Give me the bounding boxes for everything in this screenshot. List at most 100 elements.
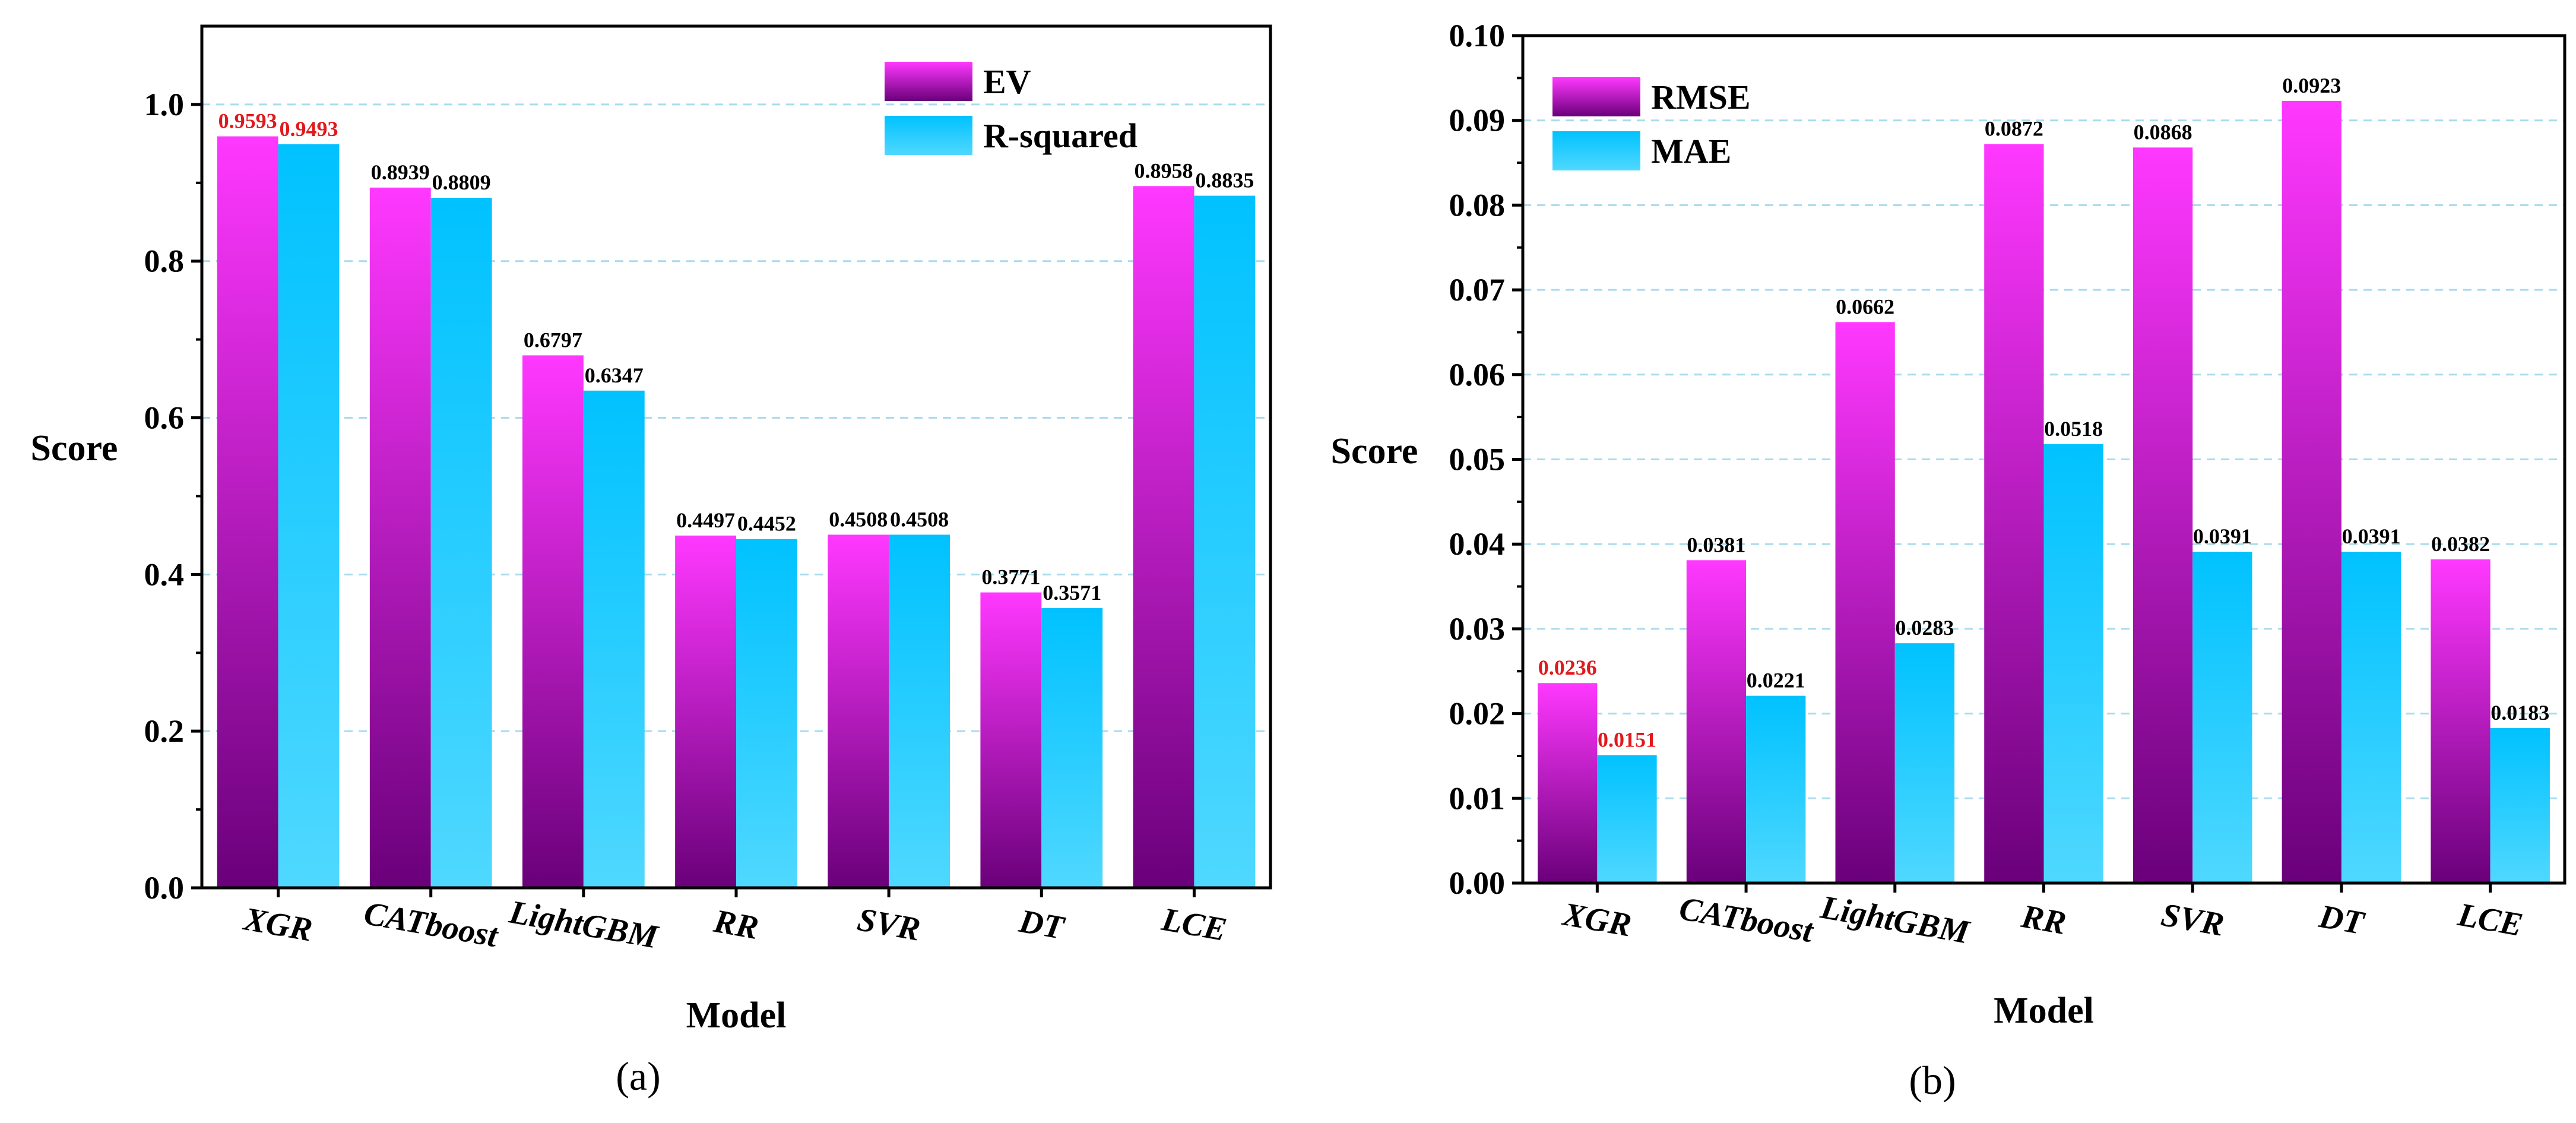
bar-mae-svr: [2192, 552, 2252, 883]
bar-rmse-svr: [2133, 147, 2193, 883]
legend-label: R-squared: [983, 116, 1138, 155]
y-axis-title: Score: [31, 428, 118, 469]
value-label: 0.3771: [981, 565, 1040, 589]
value-label: 0.4508: [829, 507, 888, 531]
y-axis-title: Score: [1331, 431, 1418, 472]
x-tick-label: LightGBM: [506, 893, 661, 956]
bar-rmse-catboost: [1686, 560, 1747, 883]
y-tick-label: 0.03: [1449, 611, 1506, 647]
panel-label: (b): [1909, 1058, 1956, 1103]
chart-panel-b: 0.0236 0.0381 0.0662 0.0872 0.0868 0.0923 0.03…: [1331, 18, 2567, 1103]
value-label: 0.4508: [890, 507, 949, 531]
x-tick-label: XGR: [1559, 896, 1634, 944]
bar-r-squared-lce: [1194, 195, 1256, 888]
x-axis-title: Model: [686, 995, 787, 1036]
bar-r-squared-svr: [889, 534, 950, 888]
bar-ev-dt: [980, 592, 1042, 888]
legend-label: MAE: [1651, 132, 1731, 170]
bar-ev-lce: [1133, 186, 1194, 888]
value-label: 0.0868: [2134, 120, 2192, 144]
y-tick-label: 0.01: [1449, 780, 1506, 816]
bar-mae-lightgbm: [1894, 643, 1955, 883]
bar-ev-xgr: [217, 136, 278, 888]
x-tick-label: CATboost: [1677, 890, 1817, 950]
x-tick-label: SVR: [2159, 896, 2227, 943]
value-label: 0.0872: [1985, 117, 2043, 141]
y-tick-label: 0.0: [144, 870, 185, 906]
y-tick-label: 0.10: [1449, 18, 1506, 53]
y-tick-label: 0.06: [1449, 357, 1506, 393]
bar-r-squared-lightgbm: [583, 390, 645, 888]
x-tick-label: LightGBM: [1817, 888, 1973, 951]
value-label: 0.8809: [432, 170, 491, 194]
bar-mae-lce: [2490, 727, 2550, 883]
y-tick-label: 0.02: [1449, 696, 1506, 732]
value-label: 0.0151: [1598, 728, 1656, 752]
y-tick-label: 0.05: [1449, 442, 1506, 477]
bar-mae-rr: [2043, 444, 2103, 883]
value-label: 0.0923: [2282, 74, 2341, 97]
x-tick-label: RR: [2018, 898, 2068, 942]
bar-ev-rr: [675, 535, 736, 888]
legend-swatch: [1552, 77, 1640, 116]
value-label: 0.8835: [1195, 169, 1254, 192]
bar-r-squared-catboost: [430, 198, 492, 888]
legend-label: RMSE: [1651, 78, 1751, 116]
value-label: 0.0382: [2431, 532, 2490, 556]
bar-ev-catboost: [369, 187, 431, 888]
y-tick-label: 1.0: [144, 87, 185, 122]
legend-swatch: [885, 116, 972, 155]
bar-mae-catboost: [1746, 695, 1806, 883]
value-label: 0.4497: [676, 508, 735, 532]
value-label: 0.4452: [737, 512, 796, 536]
bar-r-squared-rr: [736, 539, 797, 888]
x-tick-label: DT: [1016, 903, 1068, 947]
value-label: 0.0221: [1747, 669, 1805, 692]
value-label: 0.0518: [2044, 417, 2103, 441]
y-tick-label: 0.04: [1449, 526, 1506, 562]
value-label: 0.0381: [1687, 533, 1745, 556]
value-label: 0.0183: [2491, 701, 2549, 725]
y-tick-label: 0.4: [144, 556, 185, 592]
bar-rmse-dt: [2282, 100, 2341, 883]
value-label: 0.6797: [524, 328, 582, 352]
panel-label: (a): [616, 1054, 660, 1099]
value-label: 0.3571: [1043, 581, 1101, 605]
value-label: 0.8958: [1135, 159, 1193, 182]
x-tick-label: RR: [711, 903, 761, 947]
value-label: 0.6347: [585, 363, 644, 387]
bar-r-squared-xgr: [278, 144, 340, 888]
y-tick-label: 0.09: [1449, 103, 1506, 138]
y-tick-label: 0.07: [1449, 272, 1506, 308]
y-tick-label: 0.00: [1449, 865, 1506, 901]
x-tick-label: LCE: [2455, 896, 2526, 944]
legend-label: EV: [983, 62, 1031, 101]
x-tick-label: LCE: [1158, 901, 1229, 948]
bar-ev-svr: [828, 534, 889, 888]
value-label: 0.9493: [280, 117, 338, 141]
x-axis-title: Model: [1994, 991, 2094, 1031]
bar-r-squared-dt: [1041, 608, 1103, 888]
y-tick-label: 0.2: [144, 713, 185, 749]
bar-ev-lightgbm: [522, 355, 584, 888]
x-tick-label: CATboost: [361, 895, 501, 955]
value-label: 0.0662: [1836, 295, 1894, 318]
y-tick-label: 0.8: [144, 243, 185, 279]
bar-rmse-xgr: [1538, 683, 1598, 883]
legend-swatch: [885, 62, 972, 101]
bar-rmse-lightgbm: [1835, 322, 1895, 883]
value-label: 0.0391: [2342, 524, 2401, 548]
x-tick-label: SVR: [855, 901, 923, 948]
bar-mae-xgr: [1597, 755, 1657, 883]
value-label: 0.0391: [2193, 524, 2252, 548]
x-tick-label: XGR: [240, 900, 315, 948]
value-label: 0.9593: [218, 109, 277, 133]
value-label: 0.0236: [1538, 656, 1597, 679]
x-tick-label: DT: [2316, 898, 2368, 942]
value-label: 0.0283: [1895, 616, 1954, 640]
value-label: 0.8939: [371, 160, 430, 184]
chart-panel-a: 0.9593 0.8939 0.6797 0.4497 0.4508 0.3771 0.89…: [31, 24, 1272, 1099]
bar-mae-dt: [2341, 552, 2401, 883]
legend-swatch: [1552, 131, 1640, 170]
